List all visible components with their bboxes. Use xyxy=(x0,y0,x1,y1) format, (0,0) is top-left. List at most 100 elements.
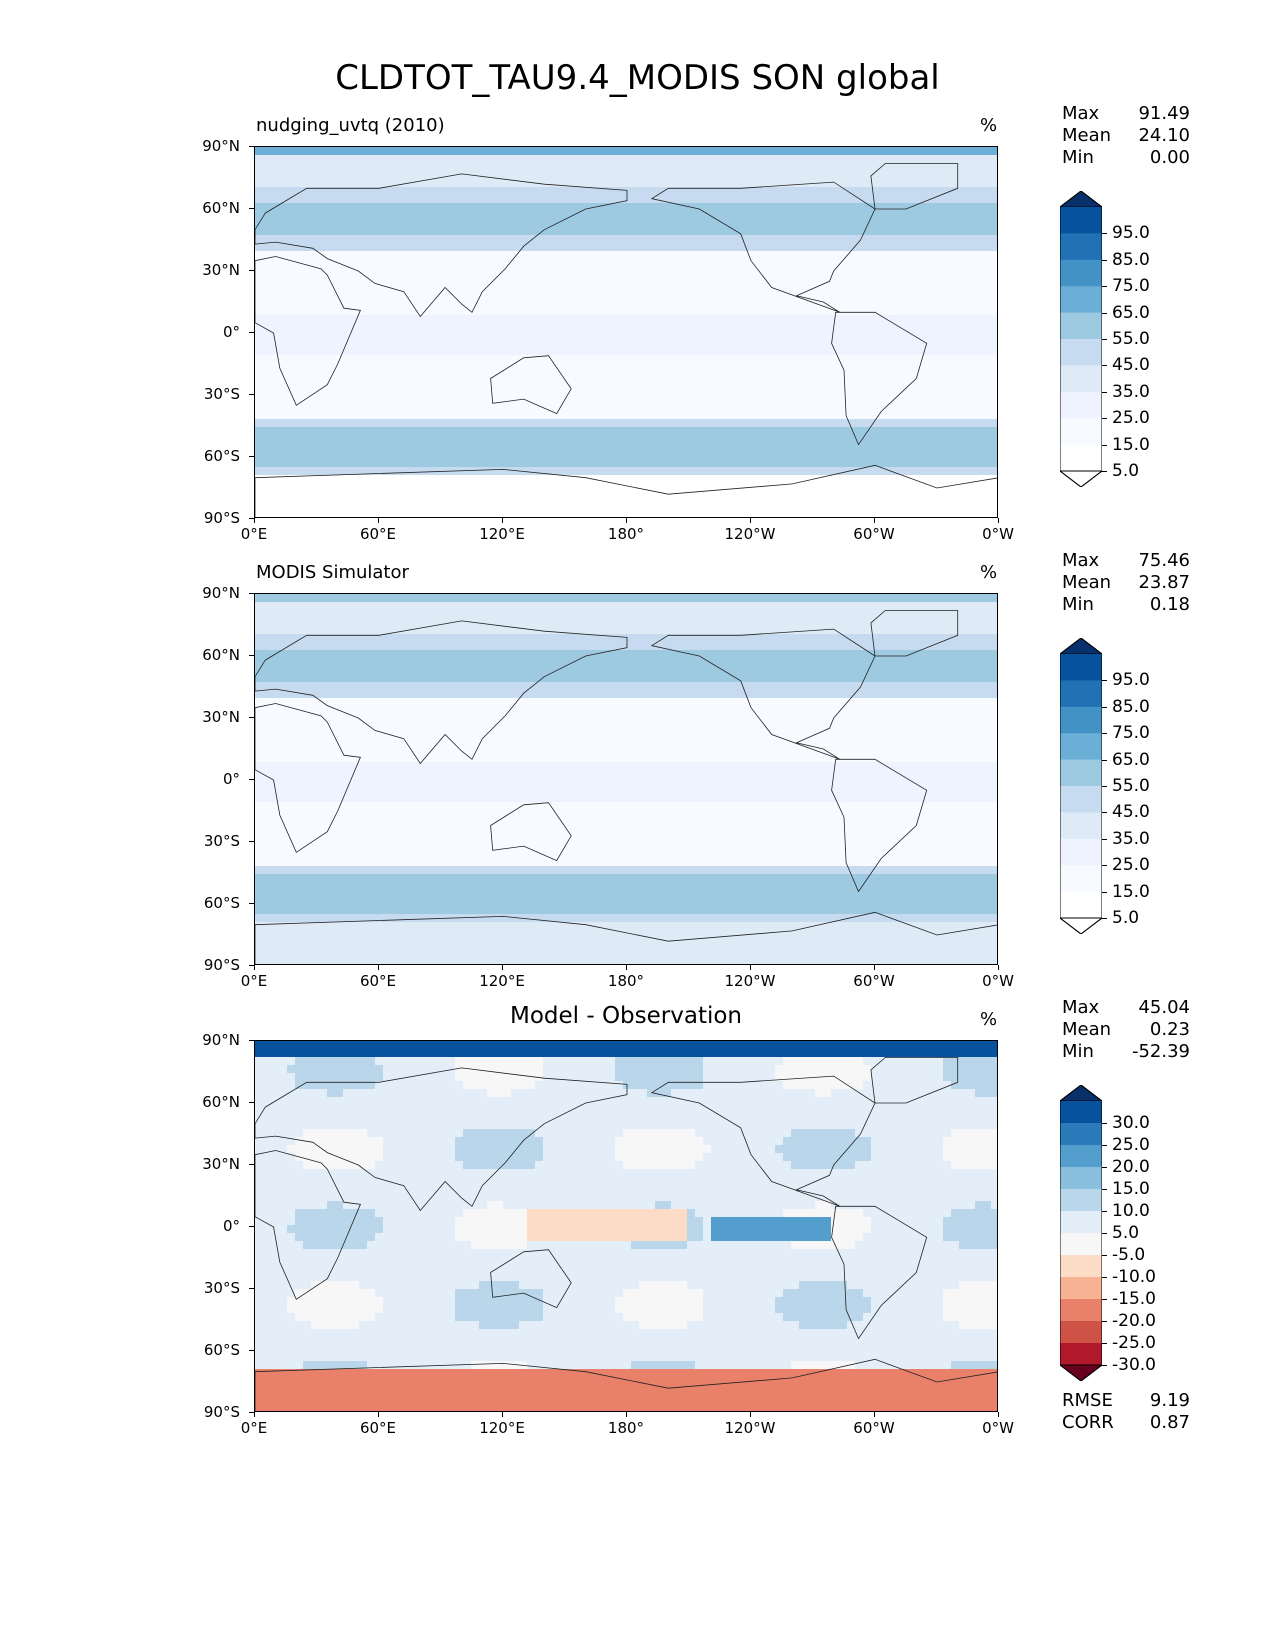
field-cell xyxy=(639,411,648,420)
field-cell xyxy=(815,275,824,284)
field-cell xyxy=(775,347,784,356)
field-cell xyxy=(855,355,864,364)
field-cell xyxy=(911,163,920,172)
field-cell xyxy=(455,147,464,156)
field-cell xyxy=(303,275,312,284)
field-cell xyxy=(703,403,712,412)
field-cell xyxy=(551,187,560,196)
field-cell xyxy=(559,203,568,212)
field-cell xyxy=(815,443,824,452)
field-cell xyxy=(263,483,272,492)
field-cell xyxy=(383,626,392,635)
field-cell xyxy=(751,499,760,508)
field-cell xyxy=(583,299,592,308)
field-cell xyxy=(855,411,864,420)
field-cell xyxy=(351,507,360,516)
field-cell xyxy=(543,219,552,228)
field-cell xyxy=(783,195,792,204)
field-cell xyxy=(735,363,744,372)
field-cell xyxy=(383,243,392,252)
field-cell xyxy=(855,171,864,180)
field-cell xyxy=(471,275,480,284)
field-cell xyxy=(967,419,976,428)
field-cell xyxy=(935,379,944,388)
field-cell xyxy=(343,507,352,516)
field-cell xyxy=(423,219,432,228)
field-cell xyxy=(559,411,568,420)
field-cell xyxy=(463,307,472,316)
field-cell xyxy=(671,275,680,284)
field-cell xyxy=(535,634,544,643)
field-cell xyxy=(319,626,328,635)
field-cell xyxy=(639,355,648,364)
field-cell xyxy=(383,594,392,603)
field-cell xyxy=(695,427,704,436)
field-cell xyxy=(287,626,296,635)
field-cell xyxy=(799,395,808,404)
field-cell xyxy=(511,594,520,603)
field-cell xyxy=(967,626,976,635)
field-cell xyxy=(695,602,704,611)
field-cell xyxy=(847,291,856,300)
field-cell xyxy=(823,251,832,260)
field-cell xyxy=(319,395,328,404)
field-cell xyxy=(703,299,712,308)
field-cell xyxy=(495,155,504,164)
field-cell xyxy=(263,467,272,476)
field-cell xyxy=(567,594,576,603)
field-cell xyxy=(791,259,800,268)
field-cell xyxy=(783,203,792,212)
lat-tick xyxy=(249,332,254,333)
field-cell xyxy=(423,395,432,404)
field-cell xyxy=(863,443,872,452)
field-cell xyxy=(519,171,528,180)
field-cell xyxy=(559,443,568,452)
field-cell xyxy=(871,243,880,252)
field-cell xyxy=(447,147,456,156)
field-cell xyxy=(975,203,984,212)
field-cell xyxy=(863,459,872,468)
field-cell xyxy=(895,491,904,500)
field-cell xyxy=(527,323,536,332)
field-cell xyxy=(647,371,656,380)
field-cell xyxy=(519,491,528,500)
field-cell xyxy=(767,171,776,180)
field-cell xyxy=(631,427,640,436)
field-cell xyxy=(543,491,552,500)
field-cell xyxy=(319,379,328,388)
field-cell xyxy=(775,507,784,516)
field-cell xyxy=(367,267,376,276)
field-cell xyxy=(359,491,368,500)
field-cell xyxy=(503,634,512,643)
field-cell xyxy=(527,187,536,196)
field-cell xyxy=(839,491,848,500)
field-cell xyxy=(943,195,952,204)
field-cell xyxy=(383,347,392,356)
field-cell xyxy=(927,451,936,460)
field-cell xyxy=(743,467,752,476)
field-cell xyxy=(735,323,744,332)
field-cell xyxy=(743,507,752,516)
field-cell xyxy=(303,491,312,500)
field-cell xyxy=(351,339,360,348)
field-cell xyxy=(447,499,456,508)
field-cell xyxy=(399,219,408,228)
field-cell xyxy=(351,371,360,380)
field-cell xyxy=(911,275,920,284)
field-cell xyxy=(847,435,856,444)
field-cell xyxy=(815,387,824,396)
field-cell xyxy=(295,331,304,340)
field-cell xyxy=(295,602,304,611)
field-cell xyxy=(799,147,808,156)
field-cell xyxy=(343,491,352,500)
field-cell xyxy=(271,363,280,372)
field-cell xyxy=(847,275,856,284)
field-cell xyxy=(495,307,504,316)
field-cell xyxy=(279,339,288,348)
field-cell xyxy=(967,387,976,396)
field-cell xyxy=(831,602,840,611)
field-cell xyxy=(655,363,664,372)
field-cell xyxy=(519,219,528,228)
field-cell xyxy=(511,507,520,516)
field-cell xyxy=(927,363,936,372)
